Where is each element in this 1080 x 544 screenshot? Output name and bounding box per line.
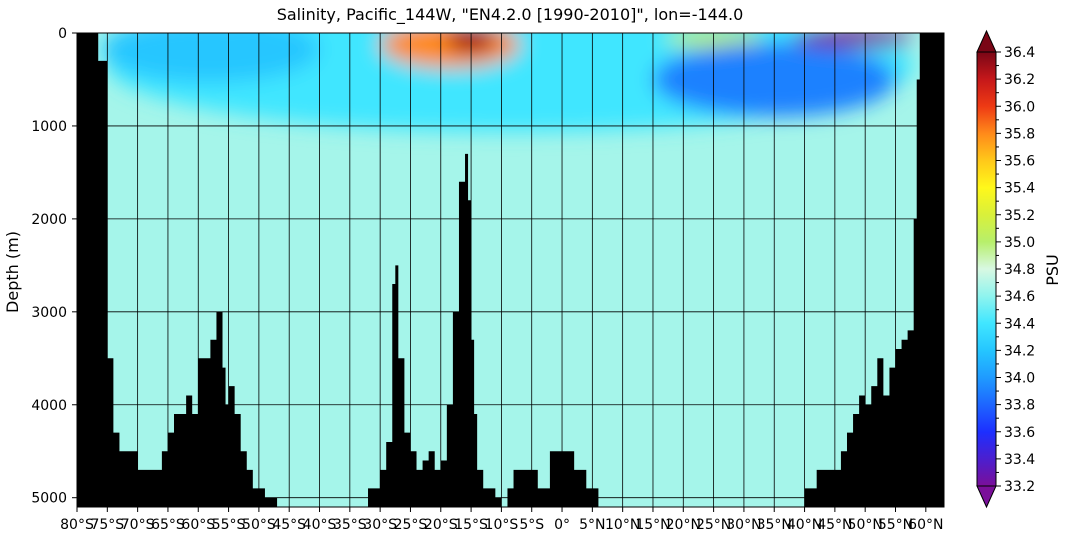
bathymetry <box>77 33 944 507</box>
y-axis-label: Depth (m) <box>3 231 22 313</box>
colorbar-extend-max <box>976 29 997 53</box>
y-tick-label: 1000 <box>31 119 67 135</box>
salinity-feature-south-thermocline <box>101 33 320 83</box>
x-tick-label: 15°N <box>635 517 670 533</box>
colorbar-tick-label: 33.6 <box>1004 425 1035 441</box>
colorbar-tick-label: 35.2 <box>1004 208 1035 224</box>
colorbar-tick-label: 34.4 <box>1004 316 1035 332</box>
x-tick-label: 65°S <box>151 517 185 533</box>
colorbar: 33.2 33.4 33.6 33.8 34.0 34.2 34.4 34.6 34.8 35.0… <box>976 29 1035 509</box>
colorbar-tick-label: 34.8 <box>1004 262 1035 278</box>
colorbar-tick-label: 33.2 <box>1004 479 1035 495</box>
colorbar-tick-label: 36.4 <box>1004 45 1035 61</box>
grid <box>77 33 944 507</box>
x-tick-label: 60°S <box>181 517 215 533</box>
x-tick-label: 20°N <box>666 517 701 533</box>
y-tick-label: 2000 <box>31 212 67 228</box>
x-axis: 80°S75°S70°S65°S60°S55°S50°S45°S40°S35°S… <box>60 507 943 533</box>
x-tick-label: 40°N <box>787 517 822 533</box>
x-tick-label: 55°S <box>212 517 246 533</box>
y-tick-label: 0 <box>58 26 67 42</box>
x-tick-label: 45°S <box>272 517 306 533</box>
colorbar-extend-min <box>976 485 997 509</box>
colorbar-tick-label: 35.0 <box>1004 235 1035 251</box>
y-tick-label: 3000 <box>31 305 67 321</box>
y-tick-label: 4000 <box>31 398 67 414</box>
x-tick-label: 35°S <box>333 517 367 533</box>
x-tick-label: 50°S <box>242 517 276 533</box>
chart-title: Salinity, Pacific_144W, "EN4.2.0 [1990-2… <box>277 5 744 25</box>
colorbar-tick-label: 35.6 <box>1004 154 1035 170</box>
x-tick-label: 25°N <box>696 517 731 533</box>
x-tick-label: 40°S <box>303 517 337 533</box>
x-tick-label: 0° <box>554 517 570 533</box>
colorbar-tick-label: 35.8 <box>1004 126 1035 142</box>
x-tick-label: 15°S <box>454 517 488 533</box>
colorbar-tick-label: 33.4 <box>1004 452 1035 468</box>
x-tick-label: 50°N <box>848 517 883 533</box>
plot-frame <box>76 32 945 508</box>
x-tick-label: 30°S <box>363 517 397 533</box>
plot-area <box>77 33 944 507</box>
colorbar-label: PSU <box>1043 254 1062 286</box>
x-tick-label: 5°S <box>519 517 544 533</box>
colorbar-tick-label: 36.2 <box>1004 72 1035 88</box>
x-tick-label: 60°N <box>908 517 943 533</box>
y-axis: 0 1000 2000 3000 4000 5000 <box>31 26 77 507</box>
x-tick-label: 20°S <box>424 517 458 533</box>
x-tick-label: 30°N <box>726 517 761 533</box>
salinity-feature-subarctic-surface-low <box>792 33 914 48</box>
colorbar-tick-label: 35.4 <box>1004 181 1035 197</box>
x-tick-label: 10°N <box>605 517 640 533</box>
colorbar-tick-label: 33.8 <box>1004 398 1035 414</box>
colorbar-tick-label: 36.0 <box>1004 99 1035 115</box>
colorbar-gradient <box>976 51 997 487</box>
x-tick-label: 45°N <box>817 517 852 533</box>
colorbar-tick-label: 34.2 <box>1004 343 1035 359</box>
x-tick-label: 25°S <box>394 517 428 533</box>
x-tick-label: 10°S <box>485 517 519 533</box>
colorbar-tick-label: 34.0 <box>1004 371 1035 387</box>
x-tick-label: 5°N <box>579 517 605 533</box>
y-tick-label: 5000 <box>31 491 67 507</box>
x-tick-label: 80°S <box>60 517 94 533</box>
colorbar-tick-label: 34.6 <box>1004 289 1035 305</box>
x-tick-label: 75°S <box>90 517 124 533</box>
x-tick-label: 70°S <box>121 517 155 533</box>
x-tick-label: 35°N <box>757 517 792 533</box>
x-tick-label: 55°N <box>878 517 913 533</box>
